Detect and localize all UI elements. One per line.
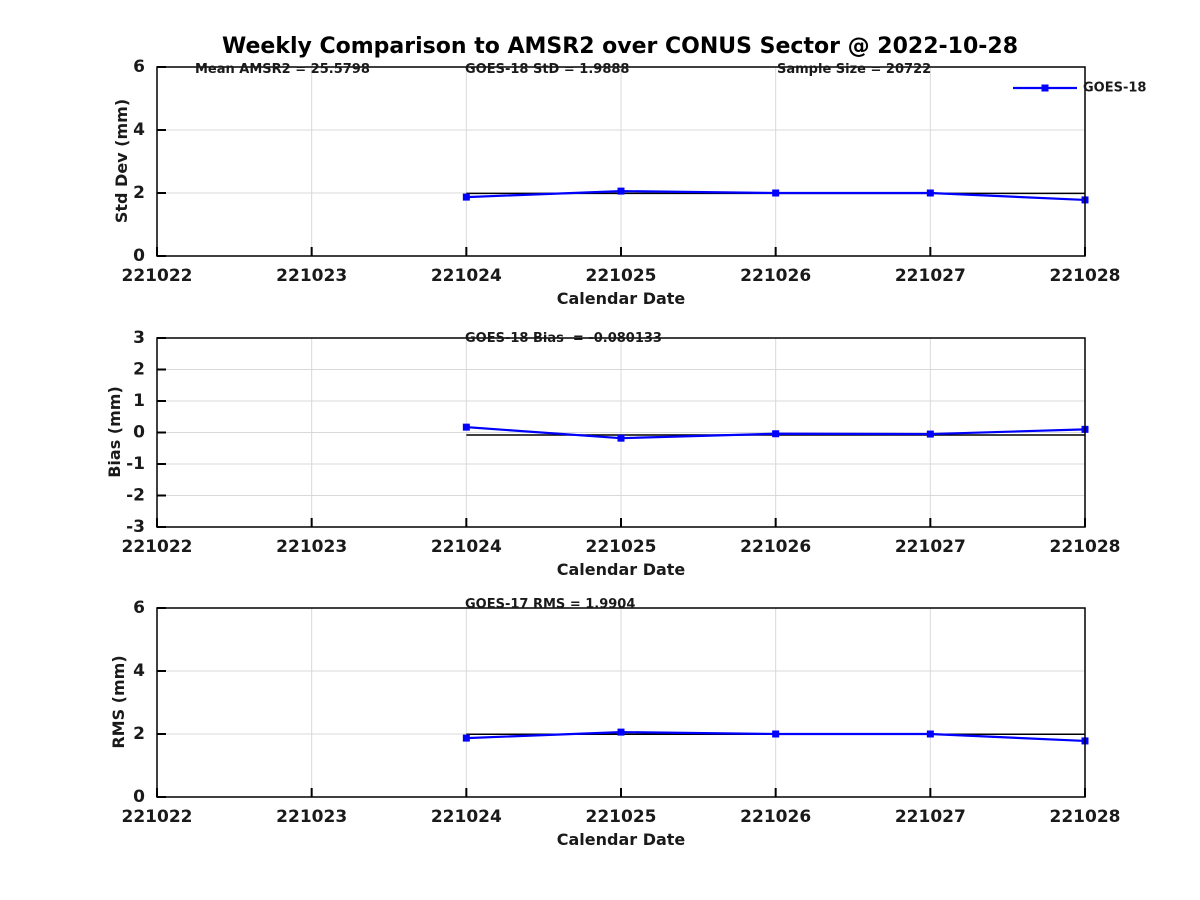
data-point-marker	[617, 434, 625, 442]
y-axis-label-bias: Bias (mm)	[105, 386, 124, 478]
x-axis-tick-label: 221024	[431, 807, 502, 827]
y-axis-tick-label: -3	[126, 517, 145, 537]
data-point-marker	[617, 728, 625, 736]
x-axis-tick-label: 221025	[586, 537, 657, 557]
x-axis-tick-label: 221022	[122, 266, 193, 286]
y-axis-tick-label: 4	[133, 661, 145, 681]
data-point-marker	[772, 430, 780, 438]
y-axis-label-stddev: Std Dev (mm)	[112, 98, 131, 224]
y-axis-tick-label: 6	[133, 57, 145, 77]
x-axis-tick-label: 221024	[431, 266, 502, 286]
y-axis-tick-label: 0	[133, 246, 145, 266]
data-point-marker	[462, 423, 470, 431]
x-axis-label-1: Calendar Date	[556, 289, 686, 308]
data-point-marker	[926, 189, 934, 197]
y-axis-tick-label: -2	[126, 486, 145, 506]
y-axis-tick-label: -1	[126, 454, 145, 474]
figure-title: Weekly Comparison to AMSR2 over CONUS Se…	[222, 34, 1018, 59]
x-axis-tick-label: 221027	[895, 537, 966, 557]
x-axis-label-2: Calendar Date	[556, 560, 686, 579]
y-axis-tick-label: 6	[133, 598, 145, 618]
y-axis-tick-label: 1	[133, 391, 145, 411]
data-point-marker	[772, 189, 780, 197]
y-axis-tick-label: 2	[133, 183, 145, 203]
x-axis-tick-label: 221026	[740, 266, 811, 286]
x-axis-tick-label: 221027	[895, 266, 966, 286]
x-axis-tick-label: 221022	[122, 537, 193, 557]
data-point-marker	[772, 730, 780, 738]
annotation-goes18-std: GOES-18 StD = 1.9888	[465, 62, 630, 77]
y-axis-tick-label: 2	[133, 724, 145, 744]
data-point-marker	[462, 193, 470, 201]
x-axis-tick-label: 221028	[1050, 537, 1121, 557]
x-axis-tick-label: 221023	[276, 266, 347, 286]
annotation-mean-amsr2: Mean AMSR2 = 25.5798	[195, 62, 370, 77]
x-axis-tick-label: 221024	[431, 537, 502, 557]
y-axis-tick-label: 2	[133, 360, 145, 380]
data-point-marker	[617, 187, 625, 195]
x-axis-tick-label: 221023	[276, 807, 347, 827]
y-axis-tick-label: 4	[133, 120, 145, 140]
x-axis-tick-label: 221023	[276, 537, 347, 557]
annotation-goes18-bias: GOES-18 Bias = -0.080133	[465, 331, 662, 346]
x-axis-tick-label: 221028	[1050, 807, 1121, 827]
y-axis-tick-label: 3	[133, 328, 145, 348]
x-axis-tick-label: 221022	[122, 807, 193, 827]
x-axis-tick-label: 221025	[586, 266, 657, 286]
y-axis-tick-label: 0	[133, 787, 145, 807]
y-axis-label-rms: RMS (mm)	[109, 655, 128, 749]
x-axis-tick-label: 221026	[740, 807, 811, 827]
x-axis-label-3: Calendar Date	[556, 830, 686, 849]
legend-marker	[1041, 84, 1049, 92]
x-axis-tick-label: 221026	[740, 537, 811, 557]
x-axis-tick-label: 221027	[895, 807, 966, 827]
legend-label: GOES-18	[1083, 81, 1146, 96]
annotation-goes17-rms: GOES-17 RMS = 1.9904	[465, 597, 636, 612]
data-point-marker	[926, 730, 934, 738]
x-axis-tick-label: 221028	[1050, 266, 1121, 286]
data-point-marker	[462, 734, 470, 742]
y-axis-tick-label: 0	[133, 423, 145, 443]
data-point-marker	[926, 430, 934, 438]
annotation-sample-size: Sample Size = 20722	[777, 62, 932, 77]
x-axis-tick-label: 221025	[586, 807, 657, 827]
